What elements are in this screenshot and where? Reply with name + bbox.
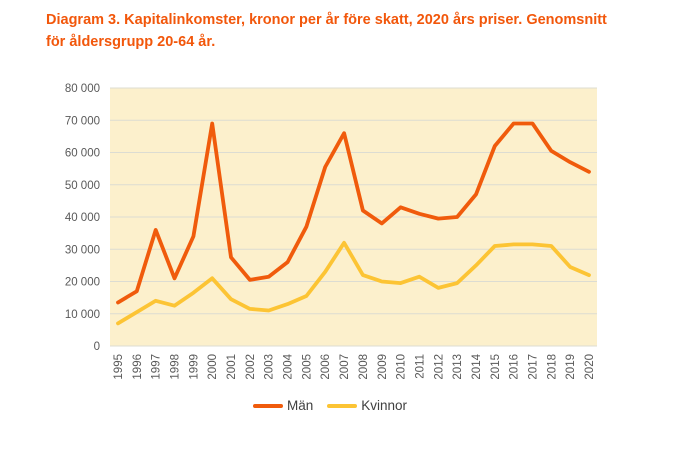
chart-title: Diagram 3. Kapitalinkomster, kronor per … xyxy=(46,12,607,50)
x-tick-label: 1995 xyxy=(113,354,125,380)
x-tick-label: 2019 xyxy=(565,354,577,380)
x-tick-label: 2010 xyxy=(396,354,408,380)
x-tick-label: 2009 xyxy=(377,354,389,380)
x-tick-label: 1997 xyxy=(151,354,163,380)
x-tick-label: 1998 xyxy=(170,354,182,380)
series-line-kvinnor xyxy=(116,240,591,326)
x-tick-label: 2002 xyxy=(245,354,257,380)
line-chart: 0 10 000 20 000 30 000 40 000 50 000 60 000 70 … xyxy=(65,83,597,380)
x-tick-label: 2012 xyxy=(433,354,445,380)
y-tick-label: 40 000 xyxy=(65,212,100,224)
x-tick-label: 2008 xyxy=(358,354,370,380)
x-tick-label: 2017 xyxy=(527,354,539,380)
x-tick-label: 2001 xyxy=(226,354,238,380)
kvinnor-line-marker xyxy=(327,403,358,408)
x-tick-label: 2016 xyxy=(509,354,521,380)
x-tick-label: 2013 xyxy=(452,354,464,380)
x-tick-label: 1999 xyxy=(188,354,200,380)
y-tick-label: 50 000 xyxy=(65,180,100,192)
x-tick-label: 2015 xyxy=(490,354,502,380)
x-tick-label: 2018 xyxy=(546,354,558,380)
y-tick-label: 60 000 xyxy=(65,148,100,160)
y-tick-label: 10 000 xyxy=(65,309,100,321)
y-tick-label: 70 000 xyxy=(65,115,100,127)
x-tick-label: 2004 xyxy=(283,353,295,379)
y-tick-label: 20 000 xyxy=(65,277,100,289)
x-tick-label: 1996 xyxy=(132,354,144,380)
x-tick-label: 2020 xyxy=(584,354,596,380)
x-tick-label: 2005 xyxy=(301,354,313,380)
y-tick-label: 30 000 xyxy=(65,244,100,256)
series-line-män xyxy=(116,121,591,305)
x-tick-label: 2014 xyxy=(471,353,483,379)
legend-item-man: Män xyxy=(252,398,314,413)
x-tick-label: 2003 xyxy=(264,354,276,380)
x-tick-label: 2006 xyxy=(320,354,332,380)
man-line-marker xyxy=(252,403,283,408)
x-tick-label: 2011 xyxy=(414,354,426,379)
legend-label-man: Män xyxy=(286,398,314,413)
chart-legend: Män Kvinnor xyxy=(20,398,640,413)
y-tick-label: 80 000 xyxy=(65,83,100,95)
x-tick-label: 2000 xyxy=(207,354,219,380)
x-tick-label: 2007 xyxy=(339,354,351,380)
y-tick-label: 0 xyxy=(94,341,100,353)
legend-label-kvinnor: Kvinnor xyxy=(361,398,408,413)
legend-item-kvinnor: Kvinnor xyxy=(327,398,407,413)
